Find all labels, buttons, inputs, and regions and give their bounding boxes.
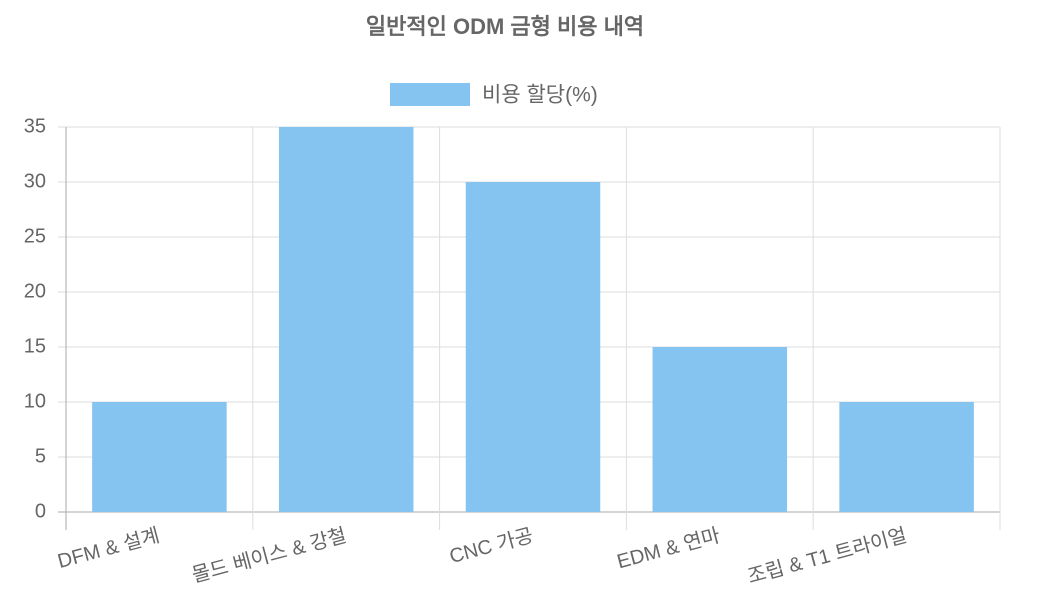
x-tick-label: 조립 & T1 트라이얼: [745, 524, 909, 589]
y-tick-label: 35: [24, 115, 46, 137]
bar: [92, 402, 227, 512]
y-tick-label: 5: [35, 445, 46, 467]
legend-label: 비용 할당(%): [482, 84, 598, 107]
y-tick-label: 25: [24, 225, 46, 247]
y-tick-label: 0: [35, 500, 46, 522]
y-tick-label: 20: [24, 280, 46, 302]
chart-title: 일반적인 ODM 금형 비용 내역: [366, 14, 644, 39]
bar: [465, 182, 601, 512]
bar: [839, 402, 974, 512]
x-tick-label: DFM & 설계: [55, 524, 162, 573]
bar: [278, 127, 414, 512]
bar: [652, 347, 788, 512]
x-tick-label: EDM & 연마: [614, 524, 722, 574]
y-tick-label: 10: [24, 390, 46, 412]
x-tick-label: CNC 가공: [447, 524, 536, 568]
x-tick-label: 몰드 베이스 & 강철: [190, 524, 349, 587]
legend-swatch: [390, 83, 470, 106]
y-tick-label: 15: [24, 335, 46, 357]
y-tick-label: 30: [24, 170, 46, 192]
